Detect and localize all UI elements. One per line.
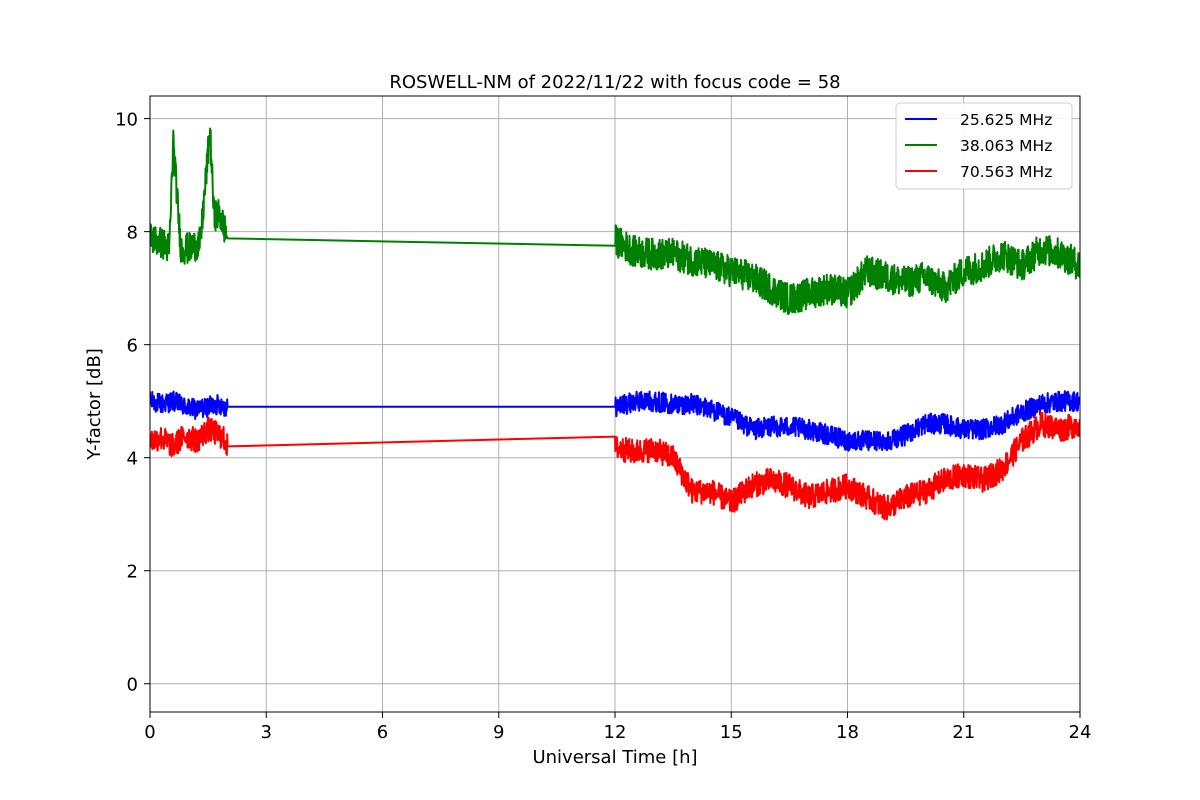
series-line-70-563-mhz <box>150 411 1080 521</box>
x-tick-label: 3 <box>261 722 272 743</box>
legend-label-70563: 70.563 MHz <box>960 163 1052 181</box>
legend-label-25625: 25.625 MHz <box>960 111 1052 129</box>
x-tick-label: 6 <box>377 722 388 743</box>
legend: 25.625 MHz 38.063 MHz 70.563 MHz <box>895 102 1073 190</box>
x-tick-label: 0 <box>144 722 155 743</box>
x-tick-label: 15 <box>720 722 743 743</box>
y-tick-label: 0 <box>127 675 138 696</box>
chart-title: ROSWELL-NM of 2022/11/22 with focus code… <box>389 72 840 93</box>
y-tick-label: 6 <box>127 336 138 357</box>
y-tick-label: 8 <box>127 223 138 244</box>
legend-box <box>895 102 1073 190</box>
x-tick-label: 18 <box>836 722 859 743</box>
y-tick-label: 10 <box>115 110 138 131</box>
y-tick-label: 4 <box>127 449 138 470</box>
y-tick-label: 2 <box>127 562 138 583</box>
x-tick-label: 21 <box>952 722 975 743</box>
x-tick-label: 12 <box>604 722 627 743</box>
x-axis-label: Universal Time [h] <box>532 747 697 768</box>
y-axis-label: Y-factor [dB] <box>84 348 105 461</box>
series-line-38-063-mhz <box>150 127 1080 316</box>
legend-label-38063: 38.063 MHz <box>960 137 1052 155</box>
series-lines <box>150 127 1080 521</box>
x-tick-label: 24 <box>1069 722 1092 743</box>
series-line-25-625-mhz <box>150 390 1080 452</box>
x-tick-label: 9 <box>493 722 504 743</box>
